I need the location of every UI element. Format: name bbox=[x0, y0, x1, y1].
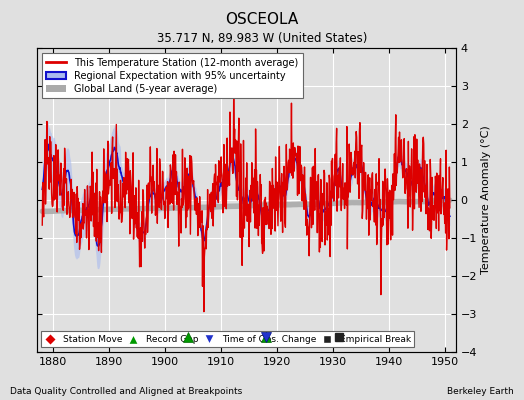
Text: OSCEOLA: OSCEOLA bbox=[225, 12, 299, 27]
Text: Data Quality Controlled and Aligned at Breakpoints: Data Quality Controlled and Aligned at B… bbox=[10, 387, 243, 396]
Y-axis label: Temperature Anomaly (°C): Temperature Anomaly (°C) bbox=[482, 126, 492, 274]
Legend: Station Move, Record Gap, Time of Obs. Change, Empirical Break: Station Move, Record Gap, Time of Obs. C… bbox=[41, 331, 414, 348]
Text: Berkeley Earth: Berkeley Earth bbox=[447, 387, 514, 396]
Text: 35.717 N, 89.983 W (United States): 35.717 N, 89.983 W (United States) bbox=[157, 32, 367, 45]
